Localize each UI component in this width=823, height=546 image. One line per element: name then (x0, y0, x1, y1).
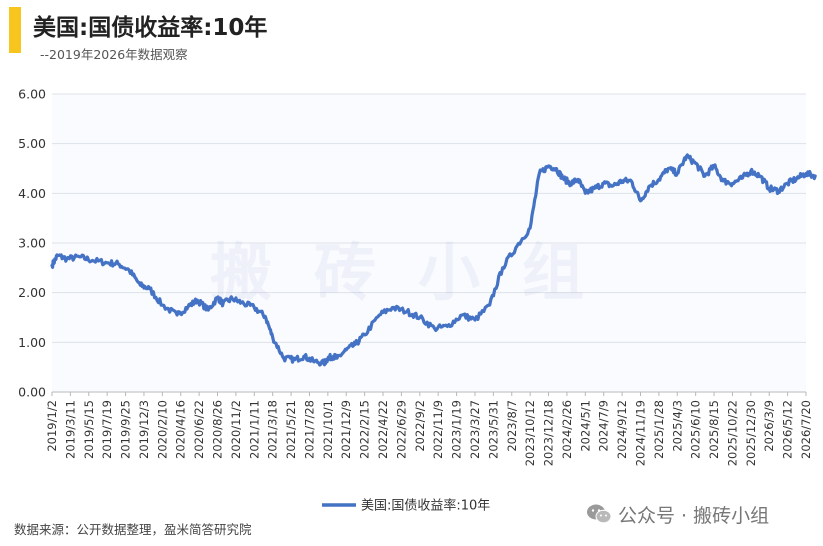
y-tick-label: 3.00 (18, 236, 46, 251)
x-tick-label: 2023/12/18 (542, 400, 556, 466)
x-tick-label: 2021/3/18 (266, 400, 280, 459)
data-source-note: 数据来源：公开数据整理，盈米简答研究院 (14, 522, 252, 537)
x-tick-label: 2025/10/22 (725, 400, 739, 466)
x-tick-label: 2020/6/22 (192, 400, 206, 459)
y-tick-label: 1.00 (18, 335, 46, 350)
x-tick-label: 2026/5/12 (781, 400, 795, 459)
x-tick-label: 2022/2/15 (358, 400, 372, 459)
x-tick-label: 2023/10/12 (523, 400, 537, 466)
x-tick-label: 2026/3/9 (762, 400, 776, 452)
x-tick-label: 2019/7/19 (100, 400, 114, 459)
x-tick-label: 2025/6/10 (689, 400, 703, 459)
x-tick-label: 2021/5/21 (284, 400, 298, 459)
x-tick-label: 2023/1/19 (450, 400, 464, 459)
y-tick-label: 4.00 (18, 186, 46, 201)
page-title: 美国:国债收益率:10年 (33, 15, 268, 41)
x-tick-label: 2023/8/7 (505, 400, 519, 452)
x-tick-label: 2019/5/15 (82, 400, 96, 459)
x-tick-label: 2024/5/1 (578, 400, 592, 452)
x-tick-label: 2025/1/28 (652, 400, 666, 459)
x-tick-label: 2022/6/29 (394, 400, 408, 459)
x-tick-label: 2020/2/10 (155, 400, 169, 459)
x-tick-label: 2023/3/27 (468, 400, 482, 459)
x-tick-label: 2024/7/9 (597, 400, 611, 452)
legend-label: 美国:国债收益率:10年 (361, 498, 490, 514)
x-tick-label: 2021/10/1 (321, 400, 335, 459)
x-tick-label: 2022/11/9 (431, 400, 445, 459)
y-tick-label: 5.00 (18, 136, 46, 151)
x-tick-label: 2020/8/26 (211, 400, 225, 459)
x-tick-label: 2022/4/22 (376, 400, 390, 459)
x-tick-label: 2021/7/28 (302, 400, 316, 459)
title-accent-bar (9, 7, 21, 53)
x-tick-label: 2019/12/3 (137, 400, 151, 459)
x-tick-label: 2023/5/31 (486, 400, 500, 459)
x-tick-label: 2024/11/19 (633, 400, 647, 466)
y-tick-label: 6.00 (18, 87, 46, 102)
x-tick-label: 2019/3/11 (63, 400, 77, 459)
x-tick-label: 2022/9/2 (413, 400, 427, 452)
wechat-brand: 公众号 · 搬砖小组 (586, 500, 769, 528)
series-line-us10y (50, 153, 817, 367)
x-tick-label: 2024/9/12 (615, 400, 629, 459)
x-tick-label: 2019/9/25 (119, 400, 133, 459)
watermark-text: 搬砖小组 (210, 236, 627, 309)
x-tick-label: 2025/12/30 (744, 400, 758, 466)
x-tick-label: 2021/12/9 (339, 400, 353, 459)
y-tick-label: 0.00 (18, 385, 46, 400)
x-tick-label: 2021/1/11 (247, 400, 261, 459)
x-tick-label: 2026/7/20 (799, 400, 813, 459)
x-tick-label: 2020/4/16 (174, 400, 188, 459)
x-tick-label: 2025/8/15 (707, 400, 721, 459)
brand-label: 公众号 · 搬砖小组 (618, 504, 770, 527)
x-tick-label: 2025/4/3 (670, 400, 684, 452)
wechat-icon (587, 504, 612, 524)
x-tick-label: 2024/2/26 (560, 400, 574, 459)
page-subtitle: --2019年2026年数据观察 (40, 47, 188, 62)
y-tick-label: 2.00 (18, 285, 46, 300)
x-tick-label: 2020/11/2 (229, 400, 243, 459)
x-tick-label: 2019/1/2 (45, 400, 59, 452)
